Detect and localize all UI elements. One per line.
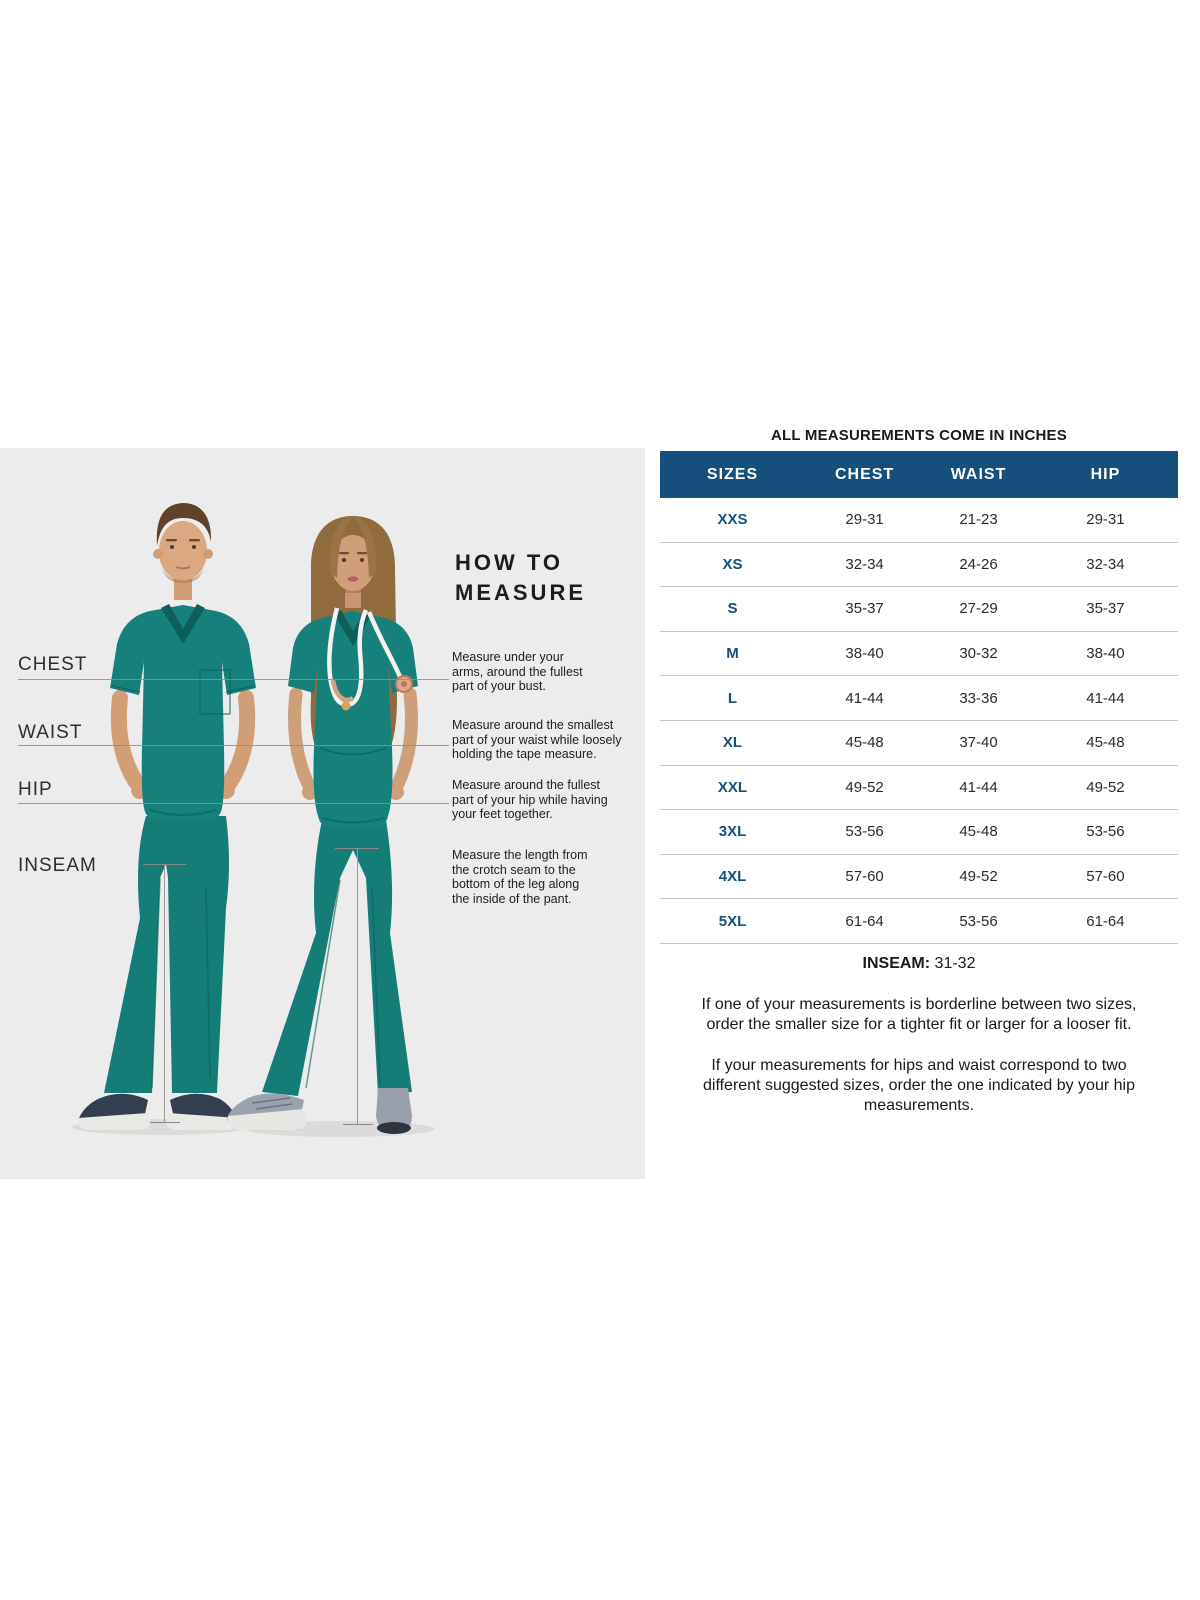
size-cell: S <box>727 600 738 618</box>
chest-cell: 41-44 <box>845 689 884 707</box>
chest-description: Measure under your arms, around the full… <box>452 650 583 694</box>
table-row: L 41-44 33-36 41-44 <box>660 676 1178 721</box>
waist-cell: 21-23 <box>959 511 998 529</box>
chest-measure-line <box>18 679 449 680</box>
table-row: S 35-37 27-29 35-37 <box>660 587 1178 632</box>
chest-cell: 49-52 <box>845 778 884 796</box>
inseam-label: INSEAM <box>18 855 97 876</box>
size-chart-title: ALL MEASUREMENTS COME IN INCHES <box>771 427 1067 444</box>
hip-cell: 49-52 <box>1086 778 1125 796</box>
table-row: 3XL 53-56 45-48 53-56 <box>660 810 1178 855</box>
table-row: XXS 29-31 21-23 29-31 <box>660 498 1178 543</box>
table-row: XL 45-48 37-40 45-48 <box>660 720 1178 766</box>
chest-cell: 29-31 <box>845 511 884 529</box>
table-row: M 38-40 30-32 38-40 <box>660 631 1178 677</box>
size-cell: 3XL <box>718 823 747 841</box>
hip-measure-line <box>18 803 449 804</box>
inseam-line-woman <box>357 848 358 1124</box>
size-cell: M <box>726 645 739 663</box>
waist-description: Measure around the smallest part of your… <box>452 718 622 762</box>
table-row: XXL 49-52 41-44 49-52 <box>660 765 1178 811</box>
size-cell: XXL <box>717 778 748 796</box>
table-row: 5XL 61-64 53-56 61-64 <box>660 899 1178 944</box>
column-header-chest: CHEST <box>834 465 895 483</box>
models-illustration <box>72 503 435 1137</box>
inseam-note: INSEAM: 31-32 <box>660 955 1178 973</box>
hip-cell: 32-34 <box>1086 555 1125 573</box>
chest-cell: 57-60 <box>845 868 884 886</box>
waist-cell: 33-36 <box>959 689 998 707</box>
table-header-row: SIZES CHEST WAIST HIP <box>660 451 1178 498</box>
hip-cell: 57-60 <box>1086 868 1125 886</box>
inseam-note-label: INSEAM: <box>862 955 931 972</box>
size-cell: XL <box>722 734 743 752</box>
size-cell: 4XL <box>718 868 747 886</box>
waist-cell: 53-56 <box>959 912 998 930</box>
hip-cell: 29-31 <box>1086 511 1125 529</box>
waist-cell: 41-44 <box>959 778 998 796</box>
how-to-measure-heading: HOW TO MEASURE <box>455 550 587 605</box>
hip-cell: 38-40 <box>1086 645 1125 663</box>
sizing-note-borderline: If one of your measurements is borderlin… <box>701 996 1137 1033</box>
chest-cell: 45-48 <box>845 734 884 752</box>
size-cell: 5XL <box>718 912 747 930</box>
size-cell: XXS <box>717 511 748 529</box>
hip-cell: 35-37 <box>1086 600 1125 618</box>
inseam-endcap-man <box>150 1122 180 1123</box>
size-chart-table: SIZES CHEST WAIST HIP XXS 29-31 21-23 29… <box>660 451 1178 944</box>
waist-label: WAIST <box>18 722 83 743</box>
column-header-waist: WAIST <box>950 465 1007 483</box>
man-figure <box>77 503 256 1130</box>
sizing-note-hip-priority: If your measurements for hips and waist … <box>703 1057 1135 1114</box>
waist-cell: 49-52 <box>959 868 998 886</box>
hip-cell: 53-56 <box>1086 823 1125 841</box>
hip-cell: 61-64 <box>1086 912 1125 930</box>
woman-figure <box>227 516 418 1134</box>
chest-cell: 53-56 <box>845 823 884 841</box>
column-header-hip: HIP <box>1090 465 1121 483</box>
chest-cell: 61-64 <box>845 912 884 930</box>
waist-cell: 30-32 <box>959 645 998 663</box>
size-cell: L <box>727 689 738 707</box>
inseam-line-man <box>164 864 165 1122</box>
hip-description: Measure around the fullest part of your … <box>452 778 608 822</box>
hip-label: HIP <box>18 779 53 800</box>
hip-cell: 45-48 <box>1086 734 1125 752</box>
inseam-endcap-woman <box>343 1124 373 1125</box>
waist-cell: 27-29 <box>959 600 998 618</box>
size-cell: XS <box>722 555 743 573</box>
measure-guide-panel: CHEST WAIST HIP INSEAM HOW TO MEASURE Me… <box>0 448 645 1179</box>
table-row: 4XL 57-60 49-52 57-60 <box>660 854 1178 900</box>
waist-cell: 45-48 <box>959 823 998 841</box>
inseam-description: Measure the length from the crotch seam … <box>452 848 588 906</box>
chest-cell: 35-37 <box>845 600 884 618</box>
waist-measure-line <box>18 745 449 746</box>
chest-label: CHEST <box>18 654 88 675</box>
inseam-note-value: 31-32 <box>930 955 976 972</box>
hip-cell: 41-44 <box>1086 689 1125 707</box>
chest-cell: 32-34 <box>845 555 884 573</box>
waist-cell: 24-26 <box>959 555 998 573</box>
waist-cell: 37-40 <box>959 734 998 752</box>
column-header-sizes: SIZES <box>706 465 759 483</box>
table-row: XS 32-34 24-26 32-34 <box>660 542 1178 588</box>
chest-cell: 38-40 <box>845 645 884 663</box>
